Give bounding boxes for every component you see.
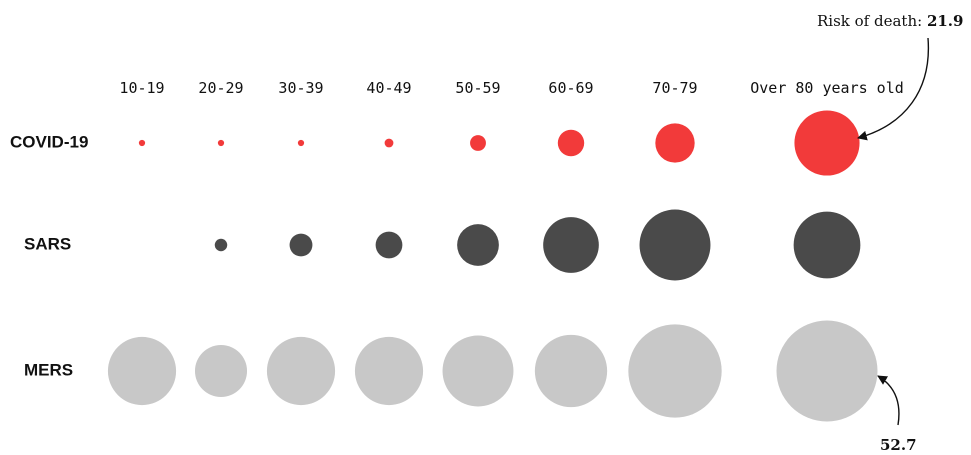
covid-19-bubble <box>384 138 394 148</box>
sars-bubble <box>214 238 228 252</box>
mers-bubble <box>776 320 878 422</box>
age-group-label: 70-79 <box>652 79 697 97</box>
sars-bubble <box>375 231 403 259</box>
mers-bubble <box>354 336 424 406</box>
sars-bubble <box>457 224 499 266</box>
age-group-label: 40-49 <box>366 79 411 97</box>
mers-annotation-arrow <box>877 375 900 426</box>
covid-19-bubble <box>557 129 585 157</box>
covid-19-bubble <box>217 139 225 147</box>
sars-bubble <box>793 211 861 279</box>
mers-bubble <box>442 335 514 407</box>
age-group-label: 30-39 <box>278 79 323 97</box>
covid-19-bubble <box>138 139 146 147</box>
disease-label: COVID-19 <box>10 132 88 151</box>
mers-bubble <box>534 334 608 408</box>
mers-bubble <box>194 344 248 398</box>
covid-annotation-arrow <box>857 37 930 141</box>
sars-bubble <box>289 233 313 257</box>
age-group-label: 60-69 <box>548 79 593 97</box>
disease-label: MERS <box>24 360 73 379</box>
mers-annotation-value: 52.7 <box>880 436 917 454</box>
disease-label: SARS <box>24 234 71 253</box>
covid-annotation-value: 21.9 <box>927 12 964 30</box>
age-group-label: 10-19 <box>119 79 164 97</box>
age-group-label: 50-59 <box>455 79 500 97</box>
covid-annotation-label: Risk of death: <box>817 12 927 30</box>
covid-19-bubble <box>470 135 486 151</box>
mers-bubble <box>628 324 722 418</box>
age-group-label: 20-29 <box>198 79 243 97</box>
covid-19-bubble <box>297 139 305 147</box>
covid-annotation-text: Risk of death: 21.9 <box>817 12 963 30</box>
sars-bubble <box>639 209 711 281</box>
sars-bubble <box>543 217 599 273</box>
covid-19-bubble <box>655 123 695 163</box>
covid-19-bubble <box>794 110 860 176</box>
mers-bubble <box>266 336 336 406</box>
age-group-label: Over 80 years old <box>750 79 904 97</box>
mers-bubble <box>107 336 177 406</box>
